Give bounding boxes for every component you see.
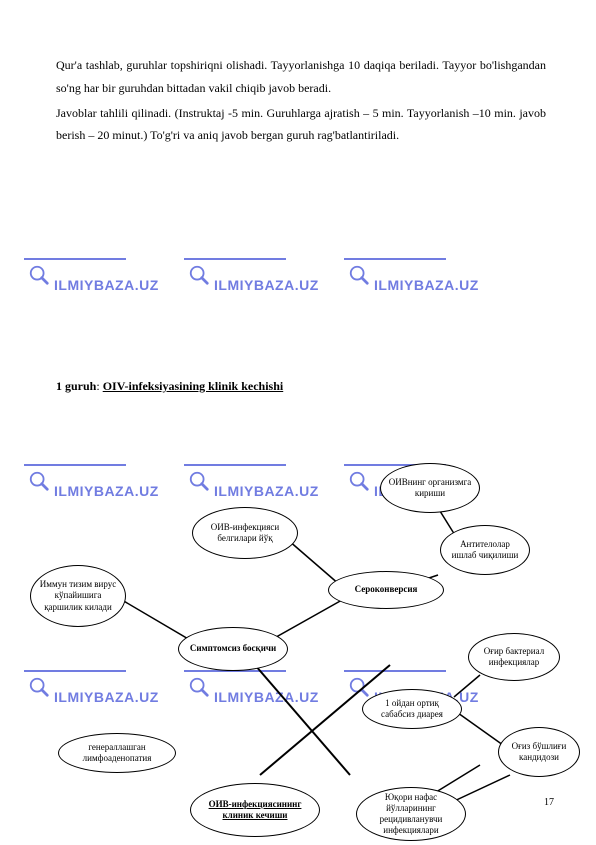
concept-diagram: ОИВнинг организмга кириши ОИВ-инфекцияси… — [0, 465, 596, 845]
watermark: ILMIYBAZA.UZ — [28, 272, 159, 294]
bubble-text: ОИВ-инфекцияси белгилари йўқ — [199, 522, 291, 545]
bubble-belgilari: ОИВ-инфекцияси белгилари йўқ — [192, 507, 298, 559]
bubble-text: Сероконверсия — [355, 584, 418, 595]
bubble-text: Юқори нафас йўлларининг рецидивланувчи и… — [363, 792, 459, 837]
bubble-yuqori: Юқори нафас йўлларининг рецидивланувчи и… — [356, 787, 466, 841]
body-text: Qur'a tashlab, guruhlar topshiriqni olis… — [56, 54, 546, 396]
bubble-text: Оғиз бўшлиғи кандидози — [505, 741, 573, 764]
bubble-simptom: Симптомсиз босқичи — [178, 627, 288, 671]
watermark-text: ILMIYBAZA.UZ — [54, 277, 159, 293]
bubble-kirishi: ОИВнинг организмга кириши — [380, 463, 480, 513]
bubble-text: ОИВ-инфекциясининг клиник кечиши — [197, 799, 313, 822]
bubble-text: Симптомсиз босқичи — [190, 643, 276, 654]
bubble-text: генераллашган лимфоаденопатия — [65, 742, 169, 765]
search-icon — [348, 264, 370, 286]
bubble-general: генераллашган лимфоаденопатия — [58, 733, 176, 773]
search-icon — [28, 264, 50, 286]
paragraph-1: Qur'a tashlab, guruhlar topshiriqni olis… — [56, 54, 546, 100]
heading-prefix: 1 guruh — [56, 379, 96, 393]
bubble-text: ОИВнинг организмга кириши — [387, 477, 473, 500]
bubble-ogir: Оғир бактериал инфекциялар — [468, 633, 560, 681]
bubble-text: Иммун тизим вирус кўпайишига қаршилик ки… — [37, 579, 119, 613]
bubble-diareya: 1 ойдан ортиқ сабабсиз диарея — [362, 689, 462, 729]
heading-title: OIV-infeksiyasining klinik kechishi — [103, 379, 284, 393]
group-heading: 1 guruh: OIV-infeksiyasining klinik kech… — [56, 377, 546, 396]
bubble-text: Оғир бактериал инфекциялар — [475, 646, 553, 669]
bubble-klinik: ОИВ-инфекциясининг клиник кечиши — [190, 783, 320, 837]
bubble-serokon: Сероконверсия — [328, 571, 444, 609]
watermark-text: ILMIYBAZA.UZ — [214, 277, 319, 293]
watermark: ILMIYBAZA.UZ — [348, 272, 479, 294]
bubble-text: 1 ойдан ортиқ сабабсиз диарея — [369, 698, 455, 721]
bubble-antitelo: Антителолар ишлаб чиқилиши — [440, 525, 530, 575]
search-icon — [188, 264, 210, 286]
bubble-immun: Иммун тизим вирус кўпайишига қаршилик ки… — [30, 565, 126, 627]
bubble-text: Антителолар ишлаб чиқилиши — [447, 539, 523, 562]
watermark-text: ILMIYBAZA.UZ — [374, 277, 479, 293]
paragraph-2: Javoblar tahlili qilinadi. (Instruktaj -… — [56, 102, 546, 148]
watermark: ILMIYBAZA.UZ — [188, 272, 319, 294]
page-number: 17 — [544, 797, 554, 808]
bubble-ogiz: Оғиз бўшлиғи кандидози — [498, 727, 580, 777]
